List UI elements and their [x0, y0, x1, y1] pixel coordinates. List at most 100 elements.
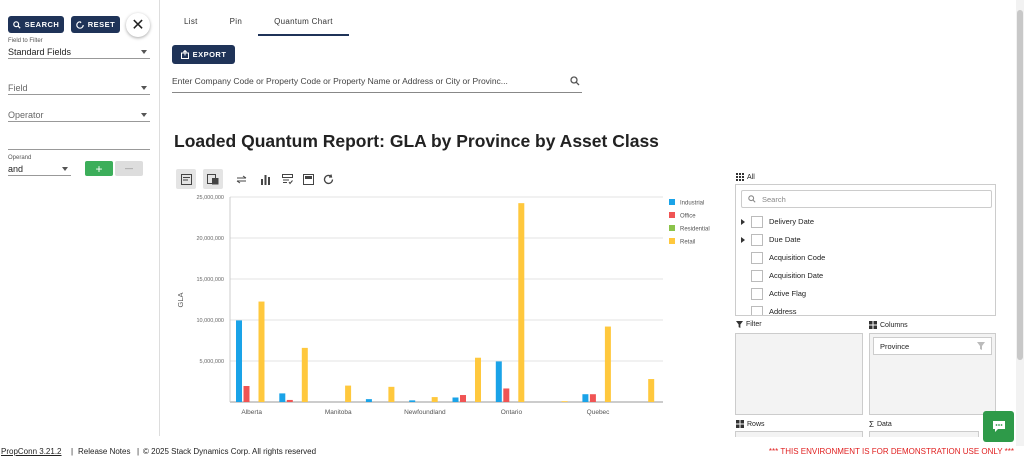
chart-type-tool[interactable]: [257, 171, 273, 187]
field-search-placeholder: Search: [762, 194, 786, 204]
chart-settings-tool[interactable]: [176, 169, 196, 189]
search-icon: [748, 195, 756, 203]
field-to-filter-label: Field to Filter: [8, 38, 43, 44]
y-tick-label: 15,000,000: [196, 277, 224, 283]
bar-industrial: [452, 397, 459, 402]
version-link[interactable]: PropConn 3.21.2: [1, 447, 62, 456]
all-fields-title: All: [736, 173, 755, 181]
legend-label: Office: [680, 214, 696, 220]
field-list: Search Delivery Date Due Date Acquisitio…: [735, 184, 996, 316]
tab-list[interactable]: List: [184, 17, 198, 26]
refresh-tool[interactable]: [320, 171, 336, 187]
operator-select[interactable]: Operator: [8, 108, 150, 122]
view-tabs: List Pin Quantum Chart: [168, 12, 349, 36]
list-item[interactable]: Acquisition Date: [741, 269, 823, 282]
demo-warning: *** THIS ENVIRONMENT IS FOR DEMONSTRATIO…: [768, 447, 1014, 456]
list-item[interactable]: Due Date: [741, 233, 801, 246]
checkbox[interactable]: [751, 215, 763, 228]
tab-pin[interactable]: Pin: [229, 17, 243, 26]
field-label: Acquisition Date: [769, 271, 824, 280]
search-button[interactable]: SEARCH: [8, 16, 64, 33]
save-image-tool[interactable]: [300, 171, 316, 187]
legend-label: Retail: [680, 240, 695, 246]
data-drop-zone[interactable]: [869, 431, 979, 437]
scrollbar-thumb[interactable]: [1017, 10, 1023, 360]
footer-separator: |: [137, 447, 140, 456]
bar-retail: [604, 326, 611, 402]
field-to-filter-value: Standard Fields: [8, 46, 72, 57]
value-input[interactable]: [8, 149, 150, 150]
column-chip[interactable]: Province: [873, 337, 992, 355]
rows-area-label: Rows: [747, 420, 765, 428]
checkbox[interactable]: [751, 251, 763, 264]
checkbox[interactable]: [751, 269, 763, 282]
format-icon: [281, 173, 293, 184]
field-placeholder: Field: [8, 82, 28, 93]
close-icon: ✕: [131, 17, 145, 34]
format-tool[interactable]: [279, 171, 295, 187]
export-button[interactable]: EXPORT: [172, 45, 235, 64]
operator-placeholder: Operator: [8, 109, 44, 120]
page-scrollbar[interactable]: [1016, 0, 1024, 446]
list-item[interactable]: Acquisition Code: [741, 251, 825, 264]
y-tick-label: 20,000,000: [196, 236, 224, 242]
property-search-placeholder: Enter Company Code or Property Code or P…: [172, 76, 508, 86]
chevron-down-icon: [141, 112, 147, 117]
field-select[interactable]: Field: [8, 81, 150, 95]
bar-office: [286, 399, 293, 402]
copyright-text: © 2025 Stack Dynamics Corp. All rights r…: [143, 447, 317, 456]
data-area-label: Data: [876, 421, 892, 428]
checkbox[interactable]: [751, 305, 763, 315]
field-label: Due Date: [769, 235, 801, 244]
checkbox[interactable]: [751, 287, 763, 300]
property-search-input[interactable]: Enter Company Code or Property Code or P…: [172, 76, 582, 93]
sigma-icon: Σ: [869, 420, 874, 429]
operand-select[interactable]: and: [8, 162, 71, 176]
tab-quantum-chart[interactable]: Quantum Chart: [258, 12, 349, 36]
chat-button[interactable]: [983, 411, 1014, 442]
rows-drop-zone[interactable]: [735, 431, 863, 437]
data-area-title: Σ Data: [869, 420, 892, 429]
legend-label: Industrial: [680, 201, 704, 207]
footer: PropConn 3.21.2 | Release Notes | © 2025…: [0, 446, 1024, 458]
bar-industrial: [236, 320, 242, 402]
x-tick-label: Alberta: [241, 409, 262, 416]
checkbox[interactable]: [751, 233, 763, 246]
add-condition-button[interactable]: +: [85, 161, 113, 176]
list-item[interactable]: Delivery Date: [741, 215, 814, 228]
filter-icon[interactable]: [977, 342, 985, 350]
filter-area-label: Filter: [746, 321, 762, 328]
expand-arrow-icon[interactable]: [741, 236, 745, 243]
bar-retail: [431, 397, 438, 402]
remove-icon: —: [125, 164, 133, 173]
list-item[interactable]: Address: [741, 305, 797, 315]
swap-axes-tool[interactable]: [233, 171, 249, 187]
bar-retail: [561, 401, 568, 402]
rows-icon: [736, 420, 744, 428]
field-to-filter-select[interactable]: Standard Fields: [8, 45, 150, 59]
close-button[interactable]: ✕: [126, 13, 150, 37]
operand-label: Operand: [8, 155, 32, 161]
chevron-down-icon: [62, 166, 68, 171]
columns-drop-zone[interactable]: Province: [869, 333, 996, 415]
search-button-label: SEARCH: [24, 20, 60, 29]
field-search-input[interactable]: Search: [741, 190, 992, 208]
swap-icon: [236, 175, 246, 183]
list-item[interactable]: Active Flag: [741, 287, 806, 300]
expand-arrow-icon[interactable]: [741, 218, 745, 225]
reset-button[interactable]: RESET: [71, 16, 120, 33]
export-icon: [180, 50, 189, 59]
image-icon: [302, 173, 314, 185]
bar-office: [503, 388, 510, 402]
bar-industrial: [495, 361, 502, 402]
remove-condition-button[interactable]: —: [115, 161, 143, 176]
filter-drop-zone[interactable]: [735, 333, 863, 415]
bar-office: [243, 386, 250, 402]
release-notes-link[interactable]: Release Notes: [78, 447, 131, 456]
y-tick-label: 5,000,000: [200, 359, 224, 365]
bar-retail: [475, 357, 481, 402]
toggle-grid-tool[interactable]: [203, 169, 223, 189]
field-label: Delivery Date: [769, 217, 815, 226]
refresh-icon: [323, 173, 333, 184]
search-icon[interactable]: [570, 76, 580, 86]
